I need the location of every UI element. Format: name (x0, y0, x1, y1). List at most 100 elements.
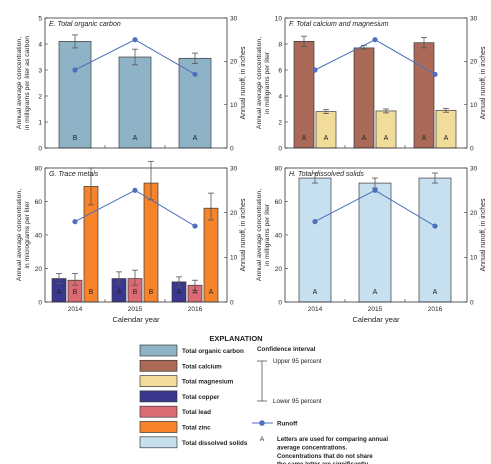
significance-letter: A (177, 289, 182, 296)
legend-swatch-tds (139, 436, 178, 449)
y-tick-label: 3 (38, 67, 42, 74)
significance-letter: A (324, 135, 329, 142)
significance-letter: B (89, 289, 94, 296)
y-axis-label: Annual average concentration,in microgra… (16, 189, 31, 281)
runoff-point (72, 219, 78, 225)
x-tick-label: 2015 (368, 306, 383, 313)
legend-swatch-magnesium (139, 375, 178, 387)
y2-tick-label: 30 (230, 15, 238, 22)
y2-axis-label: Annual runoff, in inches (480, 46, 487, 120)
y-tick-label: 2 (38, 93, 42, 100)
legend-swatch-calcium (139, 359, 178, 372)
significance-letter: A (193, 135, 198, 142)
y-axis-label-line: in milligrams per liter as carbon (24, 36, 31, 130)
y2-tick-label: 20 (230, 59, 238, 66)
significance-letter: A (133, 135, 138, 142)
letter-legend-text: the same letter are significantly (277, 461, 369, 464)
y-axis-label-line: in milligrams per liter (264, 51, 271, 114)
y-axis-label-line: Annual average concentration, (256, 189, 263, 281)
y-axis-label-line: in milligrams per liter (264, 203, 271, 266)
runoff-point (312, 67, 318, 73)
y2-tick-label: 0 (470, 145, 474, 152)
significance-letter: A (384, 135, 389, 142)
x-tick-label: 2016 (188, 306, 203, 313)
significance-letter: B (149, 289, 154, 296)
legend-label-magnesium: Total magnesium (182, 379, 234, 386)
runoff-point (192, 223, 198, 229)
y-axis-label: Annual average concentration,in milligra… (256, 189, 271, 281)
panel-G: A B B A B B A A A 0 20 40 60 80 0 10 20 30 2014 2015 2016 Cal… (16, 160, 247, 324)
runoff-point (432, 223, 438, 229)
y2-tick-label: 20 (470, 210, 478, 217)
bar-magnesium (315, 111, 337, 149)
y-axis-label-line: Annual average concentration, (256, 37, 263, 129)
bar-magnesium (375, 110, 397, 149)
x-axis-label: Calendar year (352, 315, 400, 324)
bar-zinc (143, 182, 159, 303)
y2-axis-label: Annual runoff, in inches (240, 46, 247, 120)
y2-tick-label: 30 (470, 165, 478, 172)
runoff-point (192, 71, 198, 77)
legend-swatch-copper (139, 390, 178, 403)
y-tick-label: 0 (38, 145, 42, 152)
runoff-point (312, 219, 318, 225)
bar-tds (418, 177, 452, 303)
y-tick-label: 2 (278, 119, 282, 126)
y2-tick-label: 10 (230, 255, 238, 262)
runoff-point (372, 37, 378, 43)
significance-letter: A (433, 289, 438, 296)
y2-tick-label: 20 (230, 210, 238, 217)
legend-swatch-zinc (139, 421, 178, 433)
y-tick-label: 0 (278, 299, 282, 306)
y2-axis-label: Annual runoff, in inches (480, 198, 487, 272)
ci-legend-upper: Upper 95 percent (273, 358, 322, 365)
runoff-legend-label: Runoff (277, 421, 298, 428)
y-tick-label: 10 (275, 15, 283, 22)
x-tick-label: 2014 (68, 306, 83, 313)
y2-tick-label: 10 (230, 102, 238, 109)
runoff-legend-point (259, 420, 265, 426)
runoff-point (132, 187, 138, 193)
significance-letter: A (373, 289, 378, 296)
y2-tick-label: 20 (470, 59, 478, 66)
bar-calcium (353, 47, 375, 149)
y2-tick-label: 10 (470, 255, 478, 262)
runoff-point (432, 71, 438, 77)
panel-title: H. Total dissolved solids (289, 171, 364, 178)
legend-swatch-lead (139, 405, 178, 418)
legend: EXPLANATION Total organic carbon Total cal… (139, 334, 388, 464)
plot-frame (44, 17, 228, 149)
letter-legend-text: Letters are used for comparing annual (277, 436, 388, 443)
x-tick-label: 2015 (128, 306, 143, 313)
y-tick-label: 60 (35, 199, 43, 206)
significance-letter: A (313, 289, 318, 296)
runoff-point (132, 37, 138, 43)
significance-letter: A (209, 289, 214, 296)
panel-title: E. Total organic carbon (49, 21, 121, 28)
bar-calcium (413, 42, 435, 149)
plot-frame (284, 17, 468, 149)
y2-tick-label: 30 (230, 165, 238, 172)
panel-F: A A A A A A 0 2 4 6 8 10 0 10 20 30 F. Total calcium and… (256, 15, 487, 152)
letter-legend-text: Concentrations that do not share (277, 453, 373, 460)
y-tick-label: 5 (38, 15, 42, 22)
y2-tick-label: 10 (470, 102, 478, 109)
legend-label-calcium: Total calcium (182, 363, 222, 370)
ci-legend-title: Confidence interval (257, 346, 316, 353)
y-tick-label: 0 (38, 299, 42, 306)
bar-calcium (293, 41, 315, 149)
legend-title: EXPLANATION (209, 334, 262, 343)
bar-tds (298, 177, 332, 303)
y-tick-label: 80 (35, 165, 43, 172)
ci-legend-lower: Lower 95 percent (273, 398, 322, 405)
runoff-point (372, 187, 378, 193)
bar-magnesium (435, 109, 457, 149)
y2-tick-label: 0 (230, 299, 234, 306)
bar-toc (58, 41, 92, 149)
x-tick-label: 2014 (308, 306, 323, 313)
y2-tick-label: 0 (230, 145, 234, 152)
y-tick-label: 1 (38, 119, 42, 126)
legend-label-lead: Total lead (182, 409, 211, 416)
x-tick-label: 2016 (428, 306, 443, 313)
significance-letter: B (73, 289, 78, 296)
